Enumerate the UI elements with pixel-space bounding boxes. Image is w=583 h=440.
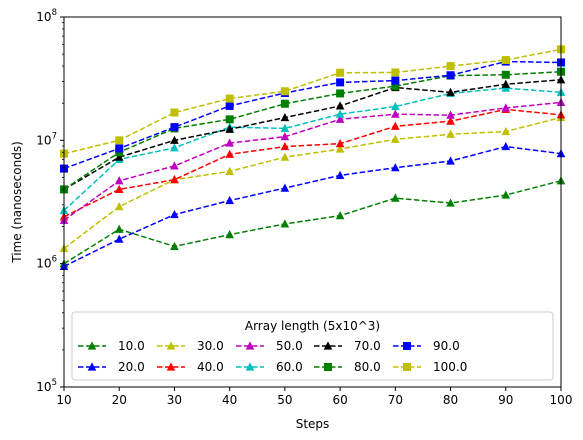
y-tick-label: 105	[36, 378, 57, 394]
series-line	[64, 118, 561, 249]
y-tick-label: 108	[36, 8, 57, 24]
series-line	[64, 181, 561, 264]
series-line	[64, 88, 561, 210]
legend-swatch-marker	[403, 363, 411, 371]
series-line	[64, 147, 561, 267]
legend: Array length (5x10^3) 10.0 20.0 30.0 40.0 50…	[72, 312, 553, 380]
data-point	[225, 230, 234, 238]
data-point	[336, 211, 345, 219]
data-point	[502, 56, 510, 64]
series-line	[64, 62, 561, 169]
data-point	[225, 167, 234, 175]
data-point	[447, 71, 455, 79]
data-point	[115, 176, 124, 184]
series-50.0	[60, 98, 566, 224]
legend-label: 40.0	[197, 360, 224, 374]
x-tick-label: 60	[332, 393, 347, 407]
data-point	[226, 115, 234, 123]
legend-label: 80.0	[354, 360, 381, 374]
series-line	[64, 80, 561, 190]
y-axis: 105 106 107 108	[36, 8, 64, 394]
series-layer	[60, 45, 566, 270]
x-tick-label: 30	[167, 393, 182, 407]
legend-label: 50.0	[276, 339, 303, 353]
data-point	[281, 100, 289, 108]
data-point	[115, 202, 124, 210]
x-axis-label: Steps	[296, 417, 330, 431]
data-point	[446, 130, 455, 138]
series-line	[64, 49, 561, 153]
series-30.0	[60, 113, 566, 252]
data-point	[446, 156, 455, 164]
series-60.0	[60, 84, 566, 215]
data-point	[336, 69, 344, 77]
x-tick-label: 80	[443, 393, 458, 407]
data-point	[336, 101, 345, 109]
legend-label: 60.0	[276, 360, 303, 374]
data-point	[170, 123, 178, 131]
data-point	[336, 78, 344, 86]
legend-swatch-marker	[324, 363, 332, 371]
data-point	[391, 135, 400, 143]
data-point	[391, 163, 400, 171]
data-point	[281, 183, 290, 191]
data-point	[115, 235, 124, 243]
series-100.0	[60, 45, 565, 157]
data-point	[391, 194, 400, 202]
legend-label: 100.0	[433, 360, 467, 374]
data-point	[391, 77, 399, 85]
data-point	[170, 175, 179, 183]
data-point	[225, 150, 234, 158]
data-point	[336, 171, 345, 179]
x-tick-label: 40	[222, 393, 237, 407]
legend-label: 30.0	[197, 339, 224, 353]
series-line	[64, 109, 561, 216]
data-point	[115, 144, 123, 152]
legend-title: Array length (5x10^3)	[245, 319, 380, 333]
x-tick-label: 90	[498, 393, 513, 407]
data-point	[226, 95, 234, 103]
data-point	[281, 153, 290, 161]
data-point	[281, 87, 289, 95]
data-point	[115, 225, 124, 233]
x-tick-label: 50	[277, 393, 292, 407]
legend-label: 90.0	[433, 339, 460, 353]
data-point	[281, 219, 290, 227]
data-point	[336, 89, 344, 97]
x-axis: 10 20 30 40 50 60 70 80 90 100	[56, 387, 572, 407]
series-70.0	[60, 75, 566, 193]
data-point	[170, 109, 178, 117]
data-point	[170, 143, 179, 151]
data-point	[391, 68, 399, 76]
x-tick-label: 70	[388, 393, 403, 407]
series-40.0	[60, 105, 566, 221]
series-line	[64, 102, 561, 220]
data-point	[501, 80, 510, 88]
y-axis-label: Time (nanoseconds)	[10, 141, 24, 264]
data-point	[447, 62, 455, 70]
data-point	[225, 196, 234, 204]
data-point	[501, 142, 510, 150]
x-tick-label: 100	[550, 393, 573, 407]
legend-label: 20.0	[118, 360, 145, 374]
y-tick-label: 107	[36, 131, 57, 147]
x-tick-label: 10	[56, 393, 71, 407]
legend-label: 10.0	[118, 339, 145, 353]
data-point	[502, 71, 510, 79]
x-tick-label: 20	[112, 393, 127, 407]
data-point	[115, 136, 123, 144]
series-10.0	[60, 176, 566, 267]
data-point	[501, 190, 510, 198]
legend-label: 70.0	[354, 339, 381, 353]
y-tick-label: 106	[36, 255, 57, 271]
data-point	[391, 122, 400, 130]
data-point	[226, 102, 234, 110]
data-point	[170, 242, 179, 250]
series-20.0	[60, 142, 566, 270]
legend-swatch-marker	[403, 342, 411, 350]
